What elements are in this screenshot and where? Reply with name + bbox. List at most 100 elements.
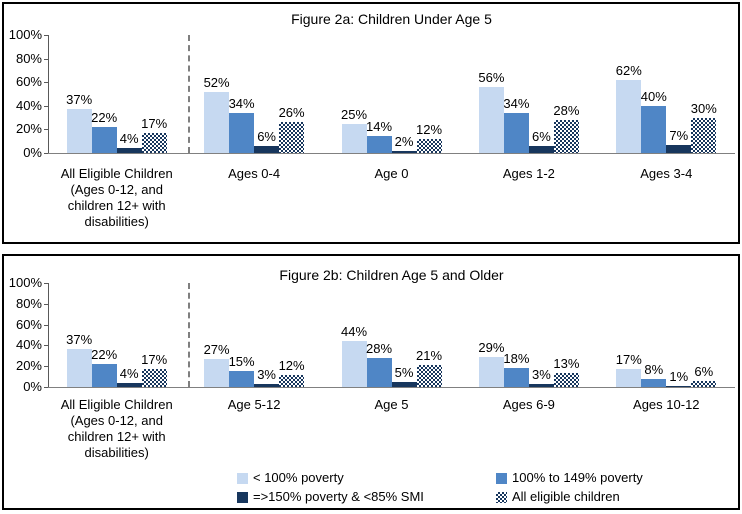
y-axis-line (48, 283, 49, 387)
bar (279, 374, 305, 387)
category-label: Age 0 (374, 166, 409, 181)
bar (416, 365, 442, 387)
bar-value-label: 25% (340, 106, 368, 122)
bar-value-label: 17% (141, 115, 168, 131)
y-tick-mark (44, 366, 48, 368)
category-label: Ages 6-9 (502, 397, 555, 412)
bar-value-label: 27% (203, 341, 230, 357)
figure-2b-panel: Figure 2b: Children Age 5 and Older 0% 20… (2, 254, 740, 510)
category-label: Ages 3-4 (640, 166, 693, 181)
bar-value-label: 15% (228, 354, 255, 370)
bar (341, 123, 367, 153)
bar (229, 112, 255, 153)
category-label: Ages 1-2 (502, 166, 555, 181)
bar (204, 91, 230, 153)
bar-value-label: 17% (141, 352, 168, 368)
bar (254, 383, 280, 387)
bar (116, 148, 142, 153)
bar-value-label: 13% (553, 356, 580, 372)
bar-value-label: 8% (644, 361, 664, 377)
bar-value-label: 56% (478, 69, 505, 85)
category-separator-line (188, 283, 191, 387)
bar (66, 109, 92, 153)
bar (478, 356, 504, 387)
category-label: Age 5 (374, 397, 409, 412)
legend-label: 100% to 149% poverty (512, 470, 643, 485)
bar (503, 112, 529, 153)
bar (229, 371, 255, 387)
bar (116, 382, 142, 387)
y-tick-label: 40% (15, 337, 42, 353)
bar-value-label: 1% (669, 368, 689, 384)
x-axis-baseline (48, 153, 735, 154)
bar (416, 138, 442, 153)
category-separator-line (188, 35, 191, 153)
y-tick-label: 20% (15, 358, 42, 374)
figure-2b-title: Figure 2b: Children Age 5 and Older (279, 267, 504, 283)
bar (204, 358, 230, 387)
bar-value-label: 34% (228, 95, 255, 111)
bar (616, 369, 642, 387)
category-label: Age 5-12 (227, 397, 281, 412)
bar-value-label: 62% (615, 62, 642, 78)
y-tick-label: 40% (15, 97, 42, 113)
legend-item-100to149-poverty: 100% to 149% poverty (496, 470, 643, 486)
legend-item-all-eligible: All eligible children (496, 489, 620, 505)
bar-value-label: 7% (669, 127, 689, 143)
bar-value-label: 6% (257, 128, 276, 144)
bar (254, 145, 280, 153)
bar (141, 369, 167, 387)
bar-value-label: 22% (91, 110, 118, 126)
bar (341, 341, 367, 387)
bar-value-label: 4% (119, 365, 139, 381)
bar (366, 136, 392, 153)
bar (66, 348, 92, 387)
legend-label: =>150% poverty & <85% SMI (253, 489, 424, 504)
bar (666, 385, 692, 387)
figure-2b-chart: 0% 20% 40% 60% 80% 100% 37% 22% 4% 17% All Eligibl… (4, 256, 738, 508)
bar-value-label: 6% (531, 128, 551, 144)
y-tick-mark (44, 58, 48, 60)
bar (691, 380, 717, 387)
legend-label: All eligible children (512, 489, 620, 504)
y-tick-label: 20% (15, 121, 42, 137)
bar (553, 119, 579, 153)
bar (366, 357, 392, 387)
y-tick-mark (44, 324, 48, 326)
y-tick-mark (44, 105, 48, 107)
legend-label: < 100% poverty (253, 470, 344, 485)
bar-value-label: 14% (365, 119, 393, 135)
x-axis-baseline (48, 387, 735, 388)
bar-value-label: 3% (257, 366, 276, 382)
y-tick-mark (44, 387, 48, 388)
category-label: Ages 10-12 (633, 397, 700, 412)
y-axis-line (48, 35, 49, 153)
bar-value-label: 26% (278, 105, 305, 121)
y-tick-label: 0% (23, 145, 42, 160)
bar (503, 368, 529, 387)
y-tick-label: 60% (15, 74, 42, 90)
y-tick-mark (44, 153, 48, 154)
bar-value-label: 22% (91, 347, 118, 363)
bar-value-label: 52% (203, 74, 230, 90)
bar (478, 86, 504, 153)
bar (91, 127, 117, 153)
figure-2a-title: Figure 2a: Children Under Age 5 (291, 11, 492, 27)
y-tick-mark (44, 82, 48, 84)
bar (666, 144, 692, 153)
bar-value-label: 17% (615, 352, 642, 368)
150plus-poverty-swatch-icon (237, 491, 248, 503)
bar (141, 132, 167, 153)
bar-value-label: 18% (503, 351, 530, 367)
y-tick-label: 100% (8, 275, 42, 290)
y-tick-mark (44, 303, 48, 305)
bar-value-label: 44% (340, 324, 368, 340)
bar-value-label: 34% (503, 95, 530, 111)
bar-value-label: 6% (694, 363, 714, 379)
bar-value-label: 12% (278, 357, 305, 373)
bar (279, 122, 305, 153)
bar-value-label: 2% (394, 133, 414, 149)
figure-2a-panel: Figure 2a: Children Under Age 5 0% 20% 40%… (2, 2, 740, 244)
bar (641, 378, 667, 387)
